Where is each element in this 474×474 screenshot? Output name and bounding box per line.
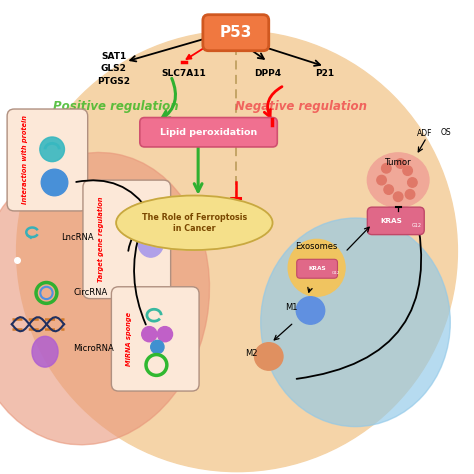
Text: DPP4: DPP4 [254, 69, 282, 78]
Text: Interaction with protein: Interaction with protein [22, 115, 27, 204]
Text: KRAS: KRAS [308, 266, 326, 271]
Circle shape [396, 159, 405, 168]
Ellipse shape [255, 343, 283, 370]
Text: P53: P53 [219, 25, 252, 40]
Text: MicroRNA: MicroRNA [73, 344, 114, 353]
Text: P21: P21 [315, 69, 334, 78]
Text: KRAS: KRAS [381, 218, 402, 224]
Text: Positive regulation: Positive regulation [53, 100, 179, 113]
Circle shape [41, 169, 68, 196]
FancyBboxPatch shape [297, 259, 337, 278]
Circle shape [384, 185, 393, 194]
FancyArrowPatch shape [162, 78, 175, 119]
Text: MiRNA sponge: MiRNA sponge [126, 312, 132, 366]
FancyArrowPatch shape [264, 87, 282, 117]
Text: G12: G12 [332, 271, 340, 275]
Circle shape [377, 175, 386, 185]
FancyBboxPatch shape [203, 15, 269, 51]
Text: Negative regulation: Negative regulation [235, 100, 367, 113]
Ellipse shape [261, 218, 450, 427]
Ellipse shape [0, 153, 210, 445]
Circle shape [142, 327, 157, 342]
Circle shape [405, 190, 415, 199]
Circle shape [408, 178, 417, 187]
Text: M1: M1 [285, 303, 298, 311]
Text: Exosomes: Exosomes [295, 242, 338, 251]
Ellipse shape [123, 205, 152, 241]
Ellipse shape [296, 297, 325, 324]
Text: Lipid peroxidation: Lipid peroxidation [160, 128, 257, 137]
Circle shape [403, 166, 412, 175]
FancyArrowPatch shape [297, 212, 421, 379]
Circle shape [288, 239, 345, 296]
Text: Tumor: Tumor [385, 158, 411, 167]
Circle shape [393, 192, 403, 201]
Circle shape [40, 137, 64, 162]
FancyBboxPatch shape [111, 287, 199, 391]
FancyBboxPatch shape [83, 180, 171, 299]
Circle shape [151, 340, 164, 354]
Text: ADF: ADF [417, 129, 432, 138]
Text: G12: G12 [411, 223, 421, 228]
Ellipse shape [116, 195, 273, 250]
Text: M2: M2 [245, 349, 257, 357]
Text: SLC7A11: SLC7A11 [162, 69, 206, 78]
FancyBboxPatch shape [367, 207, 424, 235]
Text: The Role of Ferroptosis
in Cancer: The Role of Ferroptosis in Cancer [142, 213, 247, 233]
FancyBboxPatch shape [140, 118, 277, 147]
Ellipse shape [137, 227, 164, 257]
Text: SAT1
GLS2
PTGS2: SAT1 GLS2 PTGS2 [97, 52, 130, 86]
FancyBboxPatch shape [7, 109, 88, 211]
Ellipse shape [32, 337, 58, 367]
Ellipse shape [367, 153, 429, 208]
Text: CircRNA: CircRNA [73, 289, 108, 297]
Text: Target gene regulation: Target gene regulation [98, 197, 103, 282]
Circle shape [382, 164, 391, 173]
Text: LncRNA: LncRNA [62, 233, 94, 241]
Circle shape [157, 327, 173, 342]
Text: OS: OS [440, 128, 451, 137]
Circle shape [17, 31, 457, 472]
